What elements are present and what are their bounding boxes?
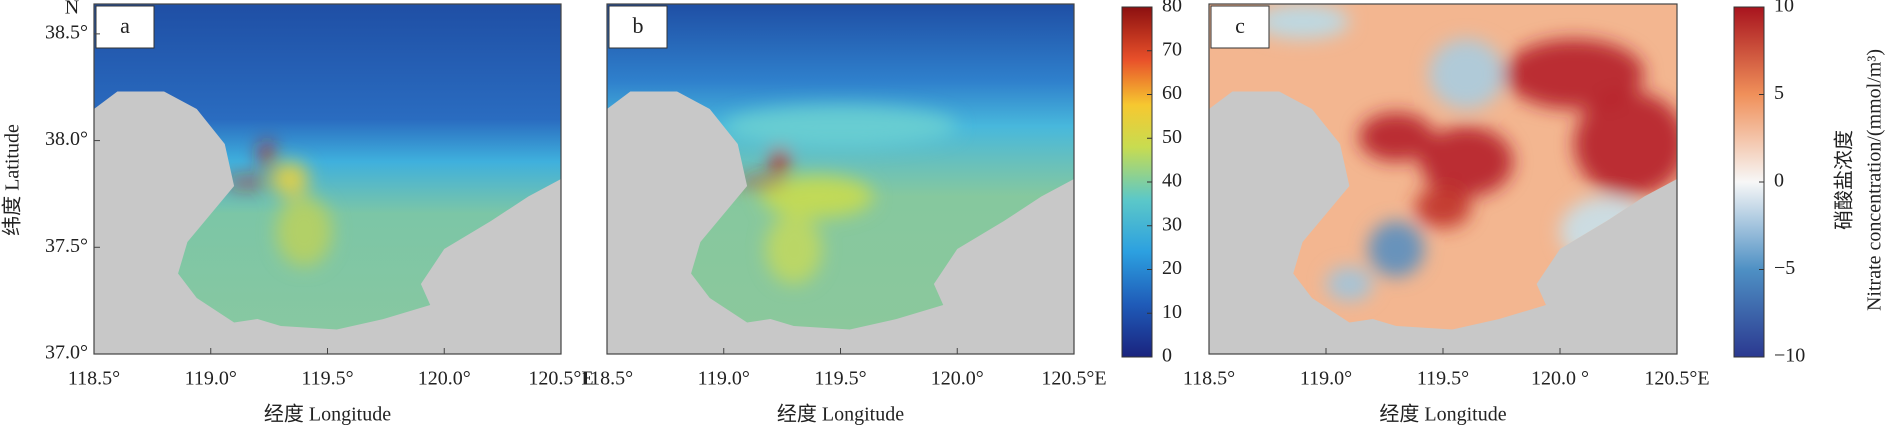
colorbar-tick-label: 40 <box>1162 170 1182 192</box>
x-tick-label: 119.5° <box>301 368 353 390</box>
colorbar-label: Nitrate concentration/(mmol/m³) <box>1864 49 1886 311</box>
y-axis-label: 纬度 Latitude <box>1 124 24 236</box>
x-tick-label: 120.5°E <box>1041 368 1106 390</box>
panel-label-box <box>608 5 668 49</box>
field-blob <box>1414 186 1472 228</box>
field-blob <box>1419 126 1514 197</box>
x-tick-label: 120.0 ° <box>1531 368 1589 390</box>
x-tick-label: 119.0° <box>1300 368 1352 390</box>
colorbar-tick-label: 10 <box>1774 0 1794 17</box>
north-label: N <box>65 0 79 19</box>
x-axis-label: 经度 Longitude <box>1379 403 1506 426</box>
colorbar-tick-label: 10 <box>1162 301 1182 323</box>
field-blobs <box>723 105 958 284</box>
x-tick-label: 118.5° <box>68 368 120 390</box>
x-axis-label: 经度 Longitude <box>777 403 904 426</box>
field-blob <box>737 178 785 187</box>
x-tick-label: 120.0° <box>931 368 984 390</box>
field-blob <box>271 161 309 197</box>
y-tick-label: 38.5° <box>45 21 88 43</box>
field-blob <box>1428 39 1504 109</box>
x-tick-label: 118.5° <box>1183 368 1235 390</box>
colorbar-tick-label: 0 <box>1162 345 1172 367</box>
field-blob <box>1326 266 1373 302</box>
colorbar-tick-label: 80 <box>1162 0 1182 17</box>
x-tick-label: 119.0° <box>698 368 750 390</box>
panel-label: b <box>633 13 644 38</box>
field-blob <box>761 175 874 218</box>
colorbar-tick-label: 30 <box>1162 213 1182 235</box>
y-tick-label: 37.5° <box>45 235 88 257</box>
colorbar-label-cn: 硝酸盐浓度 <box>1833 130 1856 230</box>
field-blob <box>224 178 272 187</box>
field-blob <box>765 214 822 284</box>
x-tick-label: 120.5°E <box>1644 368 1709 390</box>
field-blob <box>770 147 790 176</box>
x-axis-label: 经度 Longitude <box>264 403 391 426</box>
colorbar-tick-label: 20 <box>1162 257 1182 279</box>
field-blob <box>1255 4 1350 39</box>
y-tick-label: 38.0° <box>45 128 88 150</box>
field-blob <box>1574 91 1677 197</box>
colorbar-tick-label: −5 <box>1774 257 1795 279</box>
x-tick-label: 119.5° <box>814 368 866 390</box>
field-blob <box>276 196 333 267</box>
colorbar-tick-label: 70 <box>1162 38 1182 60</box>
field-blobs <box>224 140 333 267</box>
colorbar-tick-label: 5 <box>1774 82 1784 104</box>
panel-label-box <box>1210 5 1270 49</box>
x-tick-label: 118.5° <box>581 368 633 390</box>
x-tick-label: 120.5°E <box>528 368 593 390</box>
field-blob <box>259 140 274 169</box>
field-blob <box>1503 39 1645 109</box>
x-tick-label: 120.0° <box>418 368 471 390</box>
colorbar-tick-label: −10 <box>1774 345 1805 367</box>
x-tick-label: 119.5° <box>1417 368 1469 390</box>
field-blob <box>1368 221 1425 277</box>
colorbar-tick-label: 60 <box>1162 82 1182 104</box>
panel-label: a <box>120 13 130 38</box>
field-blob <box>1358 112 1434 162</box>
field-blob <box>723 105 958 148</box>
colorbar-tick-label: 50 <box>1162 126 1182 148</box>
colorbar-tick-label: 0 <box>1774 170 1784 192</box>
x-tick-label: 119.0° <box>185 368 237 390</box>
y-tick-label: 37.0° <box>45 342 88 364</box>
panel-label-box <box>95 5 155 49</box>
panel-label: c <box>1235 13 1245 38</box>
